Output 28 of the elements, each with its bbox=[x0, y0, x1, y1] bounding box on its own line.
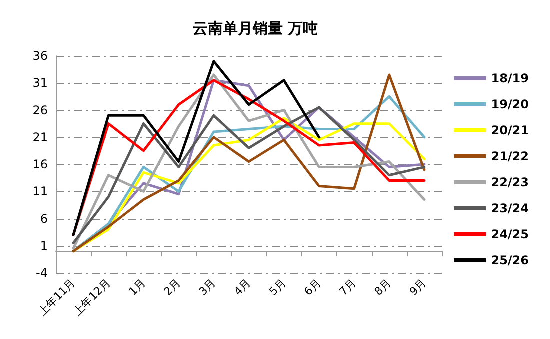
x-tick-label: 1月 bbox=[126, 276, 148, 298]
x-tick-label: 8月 bbox=[372, 276, 394, 298]
y-tick-label: 1 bbox=[40, 238, 48, 253]
legend-label: 19/20 bbox=[491, 98, 529, 112]
chart-title: 云南单月销量 万吨 bbox=[193, 20, 318, 38]
y-tick-label: 26 bbox=[32, 103, 48, 118]
x-tick-label: 4月 bbox=[232, 276, 254, 298]
y-tick-label: 6 bbox=[40, 212, 48, 226]
y-tick-label: 36 bbox=[32, 49, 48, 63]
legend-label: 25/26 bbox=[491, 254, 529, 268]
y-tick-label: 21 bbox=[32, 130, 48, 144]
x-tick-label: 6月 bbox=[302, 276, 324, 298]
legend-label: 18/19 bbox=[491, 72, 529, 86]
x-tick-label: 7月 bbox=[336, 276, 359, 298]
y-tick-label: 31 bbox=[32, 76, 48, 90]
y-tick-label: -4 bbox=[36, 266, 48, 280]
legend-label: 21/22 bbox=[491, 150, 529, 164]
x-tick-label: 5月 bbox=[266, 276, 289, 298]
legend-label: 20/21 bbox=[491, 124, 529, 138]
x-tick-label: 9月 bbox=[407, 276, 430, 298]
y-tick-label: 11 bbox=[32, 184, 48, 199]
x-tick-label: 2月 bbox=[161, 276, 184, 298]
legend-label: 24/25 bbox=[491, 228, 529, 242]
x-tick-label: 3月 bbox=[196, 276, 219, 298]
legend-label: 22/23 bbox=[491, 176, 529, 190]
y-tick-label: 16 bbox=[32, 158, 48, 172]
legend-label: 23/24 bbox=[491, 202, 529, 216]
line-series bbox=[72, 60, 320, 236]
